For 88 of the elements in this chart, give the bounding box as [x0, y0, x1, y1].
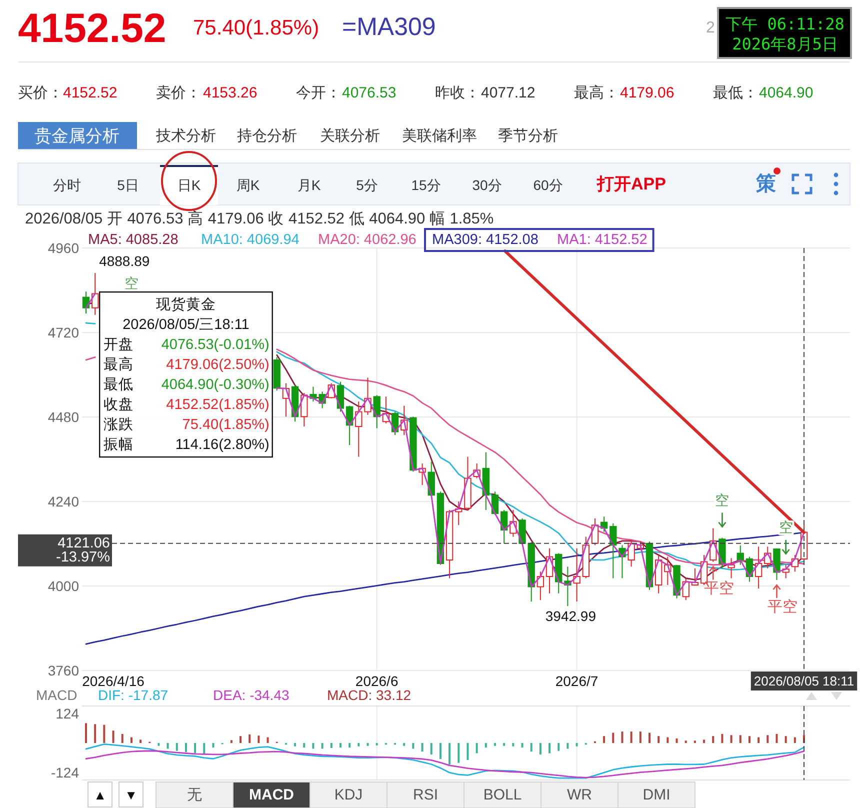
text: 买价： [18, 84, 63, 102]
text: 75.40(1.85%) [193, 16, 320, 40]
text: 月K [297, 177, 322, 193]
annotation: 75.40(1.85%) [182, 417, 270, 433]
text: BOLL [483, 786, 522, 804]
text: 无 [187, 786, 202, 804]
y-tick-label: -124 [50, 764, 80, 781]
text: 今开： [296, 84, 341, 102]
annotation: 收盘 [104, 396, 134, 413]
text: 持仓分析 [237, 128, 297, 144]
text: 30分 [472, 177, 502, 193]
text: 4064.90 [759, 84, 814, 102]
annotation: 4076.53(-0.01%) [161, 337, 270, 353]
x-tick-label: 2026/6 [355, 673, 398, 689]
text: ▲ [94, 788, 106, 802]
annotation: 平空 [768, 598, 798, 616]
text: 技术分析 [155, 128, 216, 144]
text: 4179.06 [620, 84, 674, 102]
y-tick-label: 4480 [48, 409, 80, 425]
text: RSI [412, 786, 438, 804]
text: 4077.12 [481, 84, 536, 102]
text: 美联储利率 [402, 128, 477, 144]
text: 周K [236, 177, 260, 193]
text: 策 [755, 173, 776, 195]
text: 分时 [53, 177, 81, 193]
text: MA5: 4085.28 [88, 232, 178, 248]
y-tick-label: 4720 [48, 324, 80, 340]
text: 2026年8月5日 [732, 34, 838, 54]
text: 卖价： [156, 84, 201, 102]
text: 4152.52 [63, 84, 118, 102]
annotation: 开盘 [104, 336, 134, 353]
text: DIF: -17.87 [98, 687, 168, 703]
ref-line-label: 4121.06 -13.97% [56, 535, 110, 566]
annotation: 3942.99 [545, 608, 596, 624]
text: MACD [249, 786, 294, 804]
annotation: 最高 [104, 356, 134, 373]
annotation: 空 [715, 492, 730, 508]
text: 最低： [713, 84, 758, 102]
text: DMI [642, 786, 670, 804]
x-tick-label: 2026/7 [555, 673, 598, 689]
text: 下午 06:11:28 [726, 14, 844, 34]
y-tick-label: 4960 [48, 240, 80, 256]
text: 4153.26 [203, 84, 258, 102]
annotation: 114.16(2.80%) [175, 437, 270, 453]
text: 关联分析 [320, 128, 380, 144]
text: DEA: -34.43 [213, 687, 290, 703]
text: =MA309 [342, 13, 436, 41]
text: MA1: 4152.52 [557, 232, 648, 248]
chart-title: 2026/08/05 开 4076.53 高 4179.06 收 4152.52 低 4064.90 幅 1.85% [25, 210, 494, 228]
text: 4152.52 [18, 5, 166, 51]
annotation: 振幅 [104, 436, 134, 453]
text: 5日 [117, 177, 139, 193]
annotation: 平空 [704, 580, 734, 598]
annotation: 2026/08/05/三18:11 [122, 317, 250, 333]
text: 60分 [533, 177, 563, 193]
text: 贵金属分析 [34, 126, 120, 146]
x-tick-label: 2026/4/16 [82, 673, 145, 689]
text: 季节分析 [498, 128, 558, 144]
text: 2 [706, 20, 715, 36]
text: 4076.53 [342, 84, 396, 102]
text: 打开APP [596, 174, 666, 194]
annotation: 最低 [104, 377, 134, 393]
chart-title: MACD [36, 687, 78, 703]
text: 日K [177, 177, 202, 193]
annotation: 现货黄金 [156, 296, 216, 313]
text: MACD: 33.12 [327, 687, 412, 703]
annotation: 4179.06(2.50%) [166, 357, 270, 373]
annotation: 4888.89 [99, 253, 150, 270]
text: WR [567, 786, 592, 804]
annotation: 4064.90(-0.30%) [161, 377, 270, 393]
y-tick-label: 124 [56, 705, 80, 722]
y-tick-label: 4240 [48, 494, 80, 510]
y-tick-label: 4000 [48, 578, 80, 594]
annotation: 涨跌 [104, 416, 134, 433]
text: MA10: 4069.94 [201, 232, 300, 248]
text: 15分 [411, 177, 441, 193]
annotation: 4152.52(1.85%) [166, 397, 270, 413]
text: MA20: 4062.96 [318, 232, 416, 248]
annotation: 空 [778, 518, 793, 535]
text: ▼ [124, 788, 138, 802]
text: KDJ [334, 786, 363, 804]
x-tick-label: 2026/08/05 18:11 [754, 674, 854, 688]
text: 最高： [574, 84, 619, 102]
text: MA309: 4152.08 [432, 232, 538, 248]
annotation: 空 [124, 275, 138, 291]
y-tick-label: 3760 [48, 662, 80, 678]
text: 昨收： [435, 84, 480, 102]
text: 5分 [356, 177, 378, 193]
